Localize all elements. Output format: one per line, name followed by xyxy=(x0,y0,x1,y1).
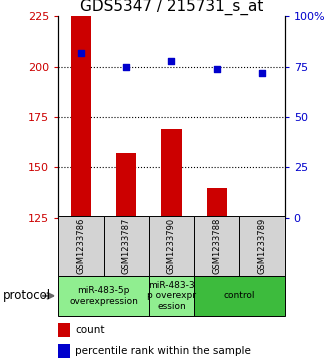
Text: GSM1233787: GSM1233787 xyxy=(122,218,131,274)
Bar xyxy=(149,276,194,316)
Bar xyxy=(58,344,70,358)
Bar xyxy=(58,276,149,316)
Text: control: control xyxy=(224,291,255,300)
Text: protocol: protocol xyxy=(3,289,52,302)
Text: GSM1233788: GSM1233788 xyxy=(212,218,221,274)
Bar xyxy=(58,216,104,276)
Bar xyxy=(149,216,194,276)
Bar xyxy=(161,129,182,218)
Text: percentile rank within the sample: percentile rank within the sample xyxy=(75,346,251,356)
Point xyxy=(78,50,84,56)
Text: miR-483-5p
overexpression: miR-483-5p overexpression xyxy=(69,286,138,306)
Bar xyxy=(58,323,70,337)
Bar xyxy=(239,216,285,276)
Bar xyxy=(206,188,227,218)
Text: miR-483-3
p overexpr
ession: miR-483-3 p overexpr ession xyxy=(147,281,196,311)
Bar xyxy=(194,276,285,316)
Bar xyxy=(194,216,239,276)
Point xyxy=(259,70,265,76)
Title: GDS5347 / 215731_s_at: GDS5347 / 215731_s_at xyxy=(80,0,263,15)
Text: count: count xyxy=(75,325,105,335)
Point xyxy=(124,64,129,70)
Bar xyxy=(104,216,149,276)
Point xyxy=(169,58,174,64)
Point xyxy=(214,66,219,72)
Text: GSM1233789: GSM1233789 xyxy=(257,218,267,274)
Text: GSM1233790: GSM1233790 xyxy=(167,218,176,274)
Bar xyxy=(116,153,137,218)
Bar xyxy=(71,16,91,218)
Text: GSM1233786: GSM1233786 xyxy=(76,218,86,274)
